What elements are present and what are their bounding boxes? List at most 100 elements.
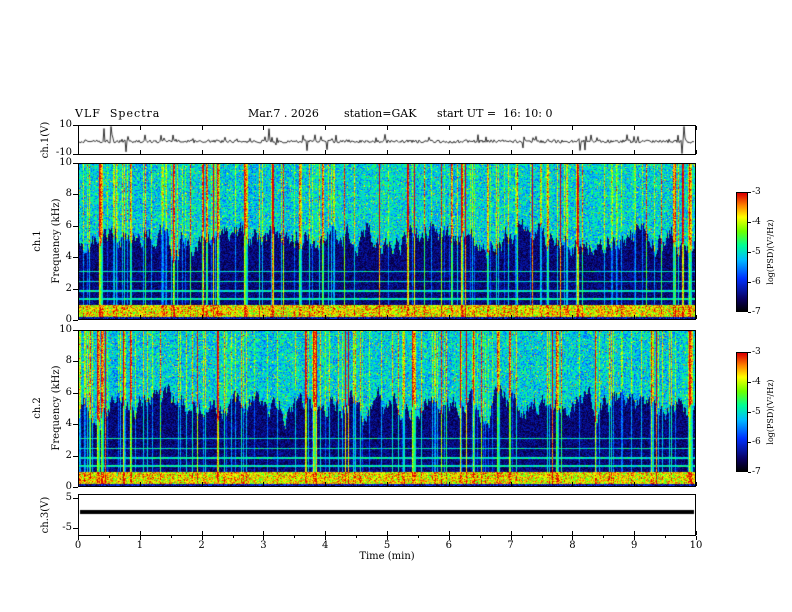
- x-tick: [696, 150, 697, 154]
- x-tick: [572, 150, 574, 154]
- x-tick: [263, 531, 265, 535]
- ch2-spec-y-tick-label: 4: [65, 418, 72, 430]
- colorbar-ch1-tick: [748, 252, 751, 253]
- ch1-wave-y-tick: [73, 154, 78, 155]
- colorbar-ch2-label: log(PSD)(V²/Hz): [766, 367, 776, 457]
- x-tick: [201, 531, 203, 535]
- ch1-spec-y-tick-label: 0: [65, 314, 72, 325]
- x-tick: [78, 150, 79, 154]
- x-tick-label: 9: [631, 540, 638, 551]
- colorbar-ch2-canvas: [737, 353, 747, 471]
- x-tick: [78, 531, 79, 535]
- x-tick: [139, 536, 141, 540]
- x-tick-label: 0: [74, 540, 82, 551]
- x-tick: [78, 536, 79, 540]
- x-tick: [139, 482, 141, 486]
- ch1-wave-ymax-label: 10: [59, 119, 72, 130]
- x-tick: [139, 126, 141, 130]
- colorbar-ch2-tick-label: -6: [752, 437, 761, 447]
- ch2-spec-y-tick: [73, 361, 78, 363]
- x-tick: [572, 531, 574, 535]
- colorbar-ch1-tick: [748, 282, 751, 283]
- ch3-wave-ymin-label: -5: [62, 522, 72, 533]
- colorbar-ch2-tick-label: -7: [752, 467, 761, 477]
- x-tick-label: 4: [322, 540, 329, 551]
- x-tick-label: 7: [507, 540, 514, 551]
- x-minor-tick: [356, 536, 358, 538]
- x-tick: [201, 315, 203, 319]
- colorbar-ch1-tick: [748, 312, 751, 313]
- x-tick: [510, 531, 512, 535]
- station-label: station=GAK: [344, 107, 417, 120]
- ch1-wave-ymin-label: -10: [55, 147, 72, 158]
- x-tick-label: 10: [689, 540, 703, 551]
- x-tick: [448, 482, 450, 486]
- colorbar-ch1-tick-label: -6: [752, 277, 761, 287]
- ch2-spec-y-tick-label: 6: [65, 386, 72, 398]
- x-tick: [572, 315, 574, 319]
- colorbar-ch2-tick: [748, 382, 751, 383]
- colorbar-ch2-tick: [748, 352, 751, 353]
- ch1-frequency-axis-text: Frequency (kHz): [51, 198, 62, 284]
- x-tick-label: 2: [198, 540, 205, 551]
- ch2-spec-y-tick-label: 2: [65, 449, 72, 461]
- x-tick: [387, 315, 388, 319]
- x-tick: [325, 531, 327, 535]
- colorbar-ch1-label: log(PSD)(V²/Hz): [766, 207, 776, 297]
- x-tick: [387, 531, 388, 535]
- x-tick-label: 6: [445, 540, 452, 551]
- x-minor-tick: [665, 536, 667, 538]
- ch1-spec-y-tick: [73, 225, 78, 227]
- x-tick: [387, 126, 388, 130]
- date-label: Mar.7 . 2026: [248, 107, 319, 120]
- colorbar-ch1-canvas: [737, 193, 747, 311]
- ch1-channel-label: ch.1: [32, 181, 44, 301]
- colorbar-ch1-tick: [748, 222, 751, 223]
- x-tick: [201, 150, 203, 154]
- x-minor-tick: [603, 536, 605, 538]
- ch1-spec-y-tick-label: 8: [65, 188, 72, 200]
- colorbar-ch1: [736, 192, 748, 312]
- x-tick-label: 1: [136, 540, 143, 551]
- ch1-spectrogram-panel: [78, 163, 696, 320]
- x-tick: [510, 482, 512, 486]
- ch1-waveform-canvas: [79, 126, 695, 154]
- x-tick: [263, 150, 265, 154]
- ch3-waveform-canvas: [79, 495, 695, 535]
- x-tick: [696, 531, 697, 535]
- x-tick: [448, 150, 450, 154]
- x-tick: [263, 482, 265, 486]
- ch2-spec-y-tick-label: 8: [65, 355, 72, 367]
- x-tick: [387, 536, 388, 540]
- x-tick: [634, 482, 636, 486]
- x-tick: [139, 315, 141, 319]
- x-minor-tick: [541, 536, 543, 538]
- x-tick: [510, 536, 512, 540]
- ch2-spec-y-tick: [73, 455, 78, 457]
- x-tick-label: 5: [383, 540, 391, 551]
- ch2-frequency-axis-text: Frequency (kHz): [51, 365, 62, 451]
- x-minor-tick: [108, 536, 110, 538]
- x-tick: [634, 315, 636, 319]
- x-tick: [325, 482, 327, 486]
- x-tick: [325, 126, 327, 130]
- ch2-spec-y-tick-label: 0: [65, 481, 72, 492]
- colorbar-ch1-tick-label: -7: [752, 307, 761, 317]
- x-tick: [325, 315, 327, 319]
- x-tick: [696, 482, 697, 486]
- x-tick: [448, 531, 450, 535]
- colorbar-ch1-tick-label: -4: [752, 217, 761, 227]
- x-tick: [263, 126, 265, 130]
- x-tick: [139, 150, 141, 154]
- x-tick: [572, 482, 574, 486]
- ch2-spec-y-tick-label: 10: [59, 324, 72, 335]
- ch2-spec-y-tick: [73, 487, 78, 488]
- x-tick: [325, 536, 327, 540]
- colorbar-ch2-tick: [748, 412, 751, 413]
- x-minor-tick: [417, 536, 419, 538]
- ch2-spec-y-tick: [73, 424, 78, 426]
- colorbar-ch2-label-text: log(PSD)(V²/Hz): [766, 379, 775, 445]
- x-tick: [387, 482, 388, 486]
- ch1-spec-y-tick-label: 10: [59, 157, 72, 168]
- x-tick: [448, 315, 450, 319]
